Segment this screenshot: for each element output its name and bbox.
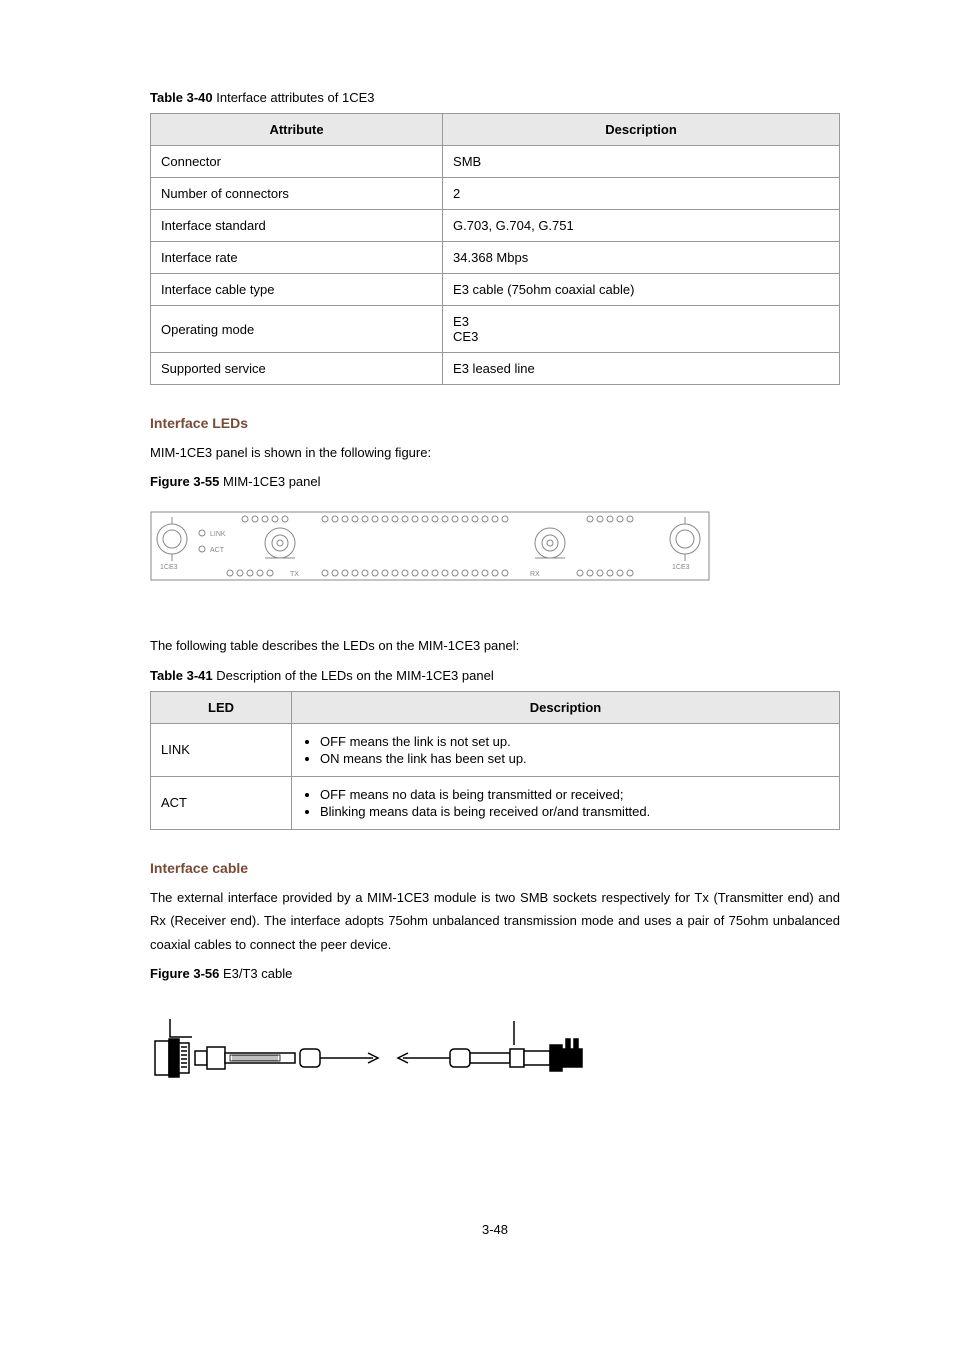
mim-1ce3-panel-icon: 1CE3 LINK ACT bbox=[150, 511, 710, 581]
panel-act-label: ACT bbox=[210, 547, 225, 554]
list-item: ON means the link has been set up. bbox=[320, 751, 829, 766]
list-item: Blinking means data is being received or… bbox=[320, 804, 829, 819]
table-40: Attribute Description Connector SMB Numb… bbox=[150, 113, 840, 385]
table-cell: Interface rate bbox=[151, 242, 443, 274]
table-row: ACT OFF means no data is being transmitt… bbox=[151, 776, 840, 829]
table-cell: 34.368 Mbps bbox=[443, 242, 840, 274]
table-row: LINK OFF means the link is not set up. O… bbox=[151, 723, 840, 776]
panel-right-label: 1CE3 bbox=[672, 564, 690, 571]
table-cell: E3 leased line bbox=[443, 353, 840, 385]
table-cell: 2 bbox=[443, 178, 840, 210]
panel-rx-label: RX bbox=[530, 571, 540, 578]
table-40-header-attribute: Attribute bbox=[151, 114, 443, 146]
section-title-leds: Interface LEDs bbox=[150, 415, 840, 431]
table-row: Supported service E3 leased line bbox=[151, 353, 840, 385]
section-title-cable: Interface cable bbox=[150, 860, 840, 876]
table-cell: G.703, G.704, G.751 bbox=[443, 210, 840, 242]
e3t3-cable-icon bbox=[150, 1009, 590, 1099]
table-cell: SMB bbox=[443, 146, 840, 178]
table-cell: Interface standard bbox=[151, 210, 443, 242]
table-row: Operating mode E3 CE3 bbox=[151, 306, 840, 353]
table-row: Interface cable type E3 cable (75ohm coa… bbox=[151, 274, 840, 306]
leds-intro-text: MIM-1CE3 panel is shown in the following… bbox=[150, 441, 840, 464]
table-cell: ACT bbox=[151, 776, 292, 829]
table-40-header-description: Description bbox=[443, 114, 840, 146]
table-41-header-led: LED bbox=[151, 691, 292, 723]
list-item: OFF means the link is not set up. bbox=[320, 734, 829, 749]
led-desc-list: OFF means no data is being transmitted o… bbox=[302, 787, 829, 819]
figure-56-caption-rest: E3/T3 cable bbox=[219, 966, 292, 981]
table-row: Attribute Description bbox=[151, 114, 840, 146]
panel-tx-label: TX bbox=[290, 571, 299, 578]
leds-after-fig-text: The following table describes the LEDs o… bbox=[150, 634, 840, 657]
table-cell: Operating mode bbox=[151, 306, 443, 353]
table-cell: LINK bbox=[151, 723, 292, 776]
page-number: 3-48 bbox=[150, 1222, 840, 1237]
table-row: Number of connectors 2 bbox=[151, 178, 840, 210]
table-cell: OFF means no data is being transmitted o… bbox=[292, 776, 840, 829]
table-40-caption: Table 3-40 Interface attributes of 1CE3 bbox=[150, 90, 840, 105]
table-40-caption-rest: Interface attributes of 1CE3 bbox=[213, 90, 375, 105]
figure-56-caption: Figure 3-56 E3/T3 cable bbox=[150, 966, 840, 981]
figure-55-caption: Figure 3-55 MIM-1CE3 panel bbox=[150, 474, 840, 489]
table-cell: Number of connectors bbox=[151, 178, 443, 210]
figure-55-box: 1CE3 LINK ACT bbox=[150, 501, 840, 614]
table-41: LED Description LINK OFF means the link … bbox=[150, 691, 840, 830]
panel-link-label: LINK bbox=[210, 531, 226, 538]
cable-para: The external interface provided by a MIM… bbox=[150, 886, 840, 956]
table-row: Interface standard G.703, G.704, G.751 bbox=[151, 210, 840, 242]
list-item: OFF means no data is being transmitted o… bbox=[320, 787, 829, 802]
led-desc-list: OFF means the link is not set up. ON mea… bbox=[302, 734, 829, 766]
table-cell: E3 cable (75ohm coaxial cable) bbox=[443, 274, 840, 306]
figure-56-caption-num: Figure 3-56 bbox=[150, 966, 219, 981]
page-content: Table 3-40 Interface attributes of 1CE3 … bbox=[0, 0, 954, 1297]
table-41-caption-rest: Description of the LEDs on the MIM-1CE3 … bbox=[213, 668, 494, 683]
table-40-caption-num: Table 3-40 bbox=[150, 90, 213, 105]
table-cell: Supported service bbox=[151, 353, 443, 385]
table-cell: Interface cable type bbox=[151, 274, 443, 306]
table-row: Connector SMB bbox=[151, 146, 840, 178]
figure-55-caption-num: Figure 3-55 bbox=[150, 474, 219, 489]
panel-left-label: 1CE3 bbox=[160, 564, 178, 571]
figure-55-caption-rest: MIM-1CE3 panel bbox=[219, 474, 320, 489]
table-cell: E3 CE3 bbox=[443, 306, 840, 353]
table-row: LED Description bbox=[151, 691, 840, 723]
table-41-caption: Table 3-41 Description of the LEDs on th… bbox=[150, 668, 840, 683]
figure-56-box bbox=[150, 993, 840, 1142]
table-cell: OFF means the link is not set up. ON mea… bbox=[292, 723, 840, 776]
table-row: Interface rate 34.368 Mbps bbox=[151, 242, 840, 274]
table-41-header-description: Description bbox=[292, 691, 840, 723]
table-cell: Connector bbox=[151, 146, 443, 178]
table-41-caption-num: Table 3-41 bbox=[150, 668, 213, 683]
